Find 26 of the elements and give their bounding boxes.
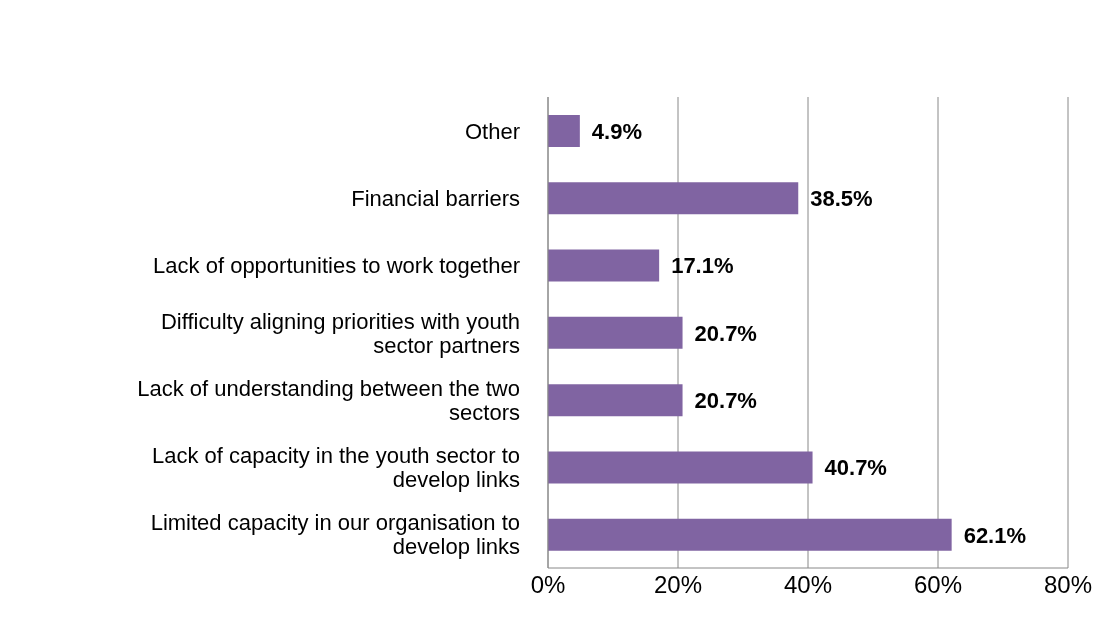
x-tick-label: 80% [1043, 571, 1093, 599]
y-tick-label: Other [464, 118, 520, 144]
data-label: 38.5% [810, 186, 873, 212]
y-tick-label: Lack of understanding between the two sectors [137, 375, 520, 425]
data-label: 20.7% [694, 320, 757, 346]
data-label: 4.9% [591, 118, 643, 144]
bar [548, 316, 683, 349]
bar [548, 451, 813, 484]
y-tick-label: Financial barriers [351, 185, 520, 211]
x-tick-label: 0% [530, 571, 566, 599]
data-label: 40.7% [824, 455, 887, 481]
bar [548, 249, 660, 282]
bar [548, 115, 580, 147]
x-tick-label: 60% [913, 571, 963, 599]
y-tick-label: Lack of opportunities to work together [153, 252, 520, 278]
data-label: 62.1% [963, 522, 1027, 548]
bar [548, 384, 683, 417]
bar [548, 518, 952, 551]
x-tick-label: 40% [783, 571, 833, 599]
x-tick-label: 20% [653, 571, 703, 599]
data-label: 17.1% [671, 253, 734, 279]
data-label: 20.7% [694, 387, 757, 413]
y-tick-label: Lack of capacity in the youth sector to develop links [151, 442, 520, 492]
y-tick-label: Limited capacity in our organisation to develop links [150, 509, 520, 559]
y-tick-label: Difficulty aligning priorities with youth sector partners [160, 308, 520, 357]
bar [548, 182, 799, 215]
